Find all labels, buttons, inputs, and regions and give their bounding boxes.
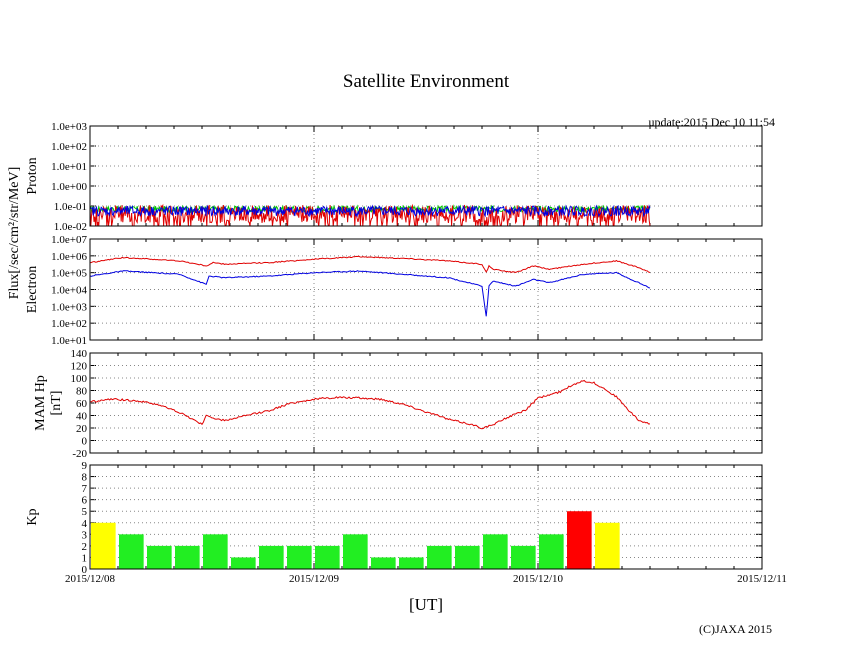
x-axis-label: [UT] [409,595,443,614]
kp-bar [147,545,172,569]
kp-frame [89,464,763,570]
chart-panels: 1.0e-02 1.0e-01 1.0e+00 1.0e+01 1.0e+02 1.0e+… [7,121,787,614]
kp-bar [175,545,200,569]
proton-ytick-label: 1.0e+01 [51,161,87,173]
kp-ytick-label: 9 [82,460,88,472]
mam-ytick-label: 120 [71,361,88,373]
kp-ytick-label: 3 [82,529,88,541]
mam-ytick-label: 0 [82,436,88,448]
mam-ytick-label: 20 [76,423,88,435]
proton-ytick-label: 1.0e-01 [54,201,87,213]
kp-bar [315,545,340,569]
electron-red-line [89,255,651,274]
proton-ytick-label: 1.0e-02 [54,221,87,233]
kp-bar [231,557,256,569]
kp-bar [567,511,592,569]
kp-bar [539,534,564,569]
update-timestamp: update:2015 Dec 10 11:54 [648,115,775,129]
kp-ytick-label: 0 [82,564,88,576]
proton-ytick-label: 1.0e+03 [51,121,87,133]
kp-bar [343,534,368,569]
mam-ytick-label: 80 [76,386,88,398]
electron-ytick-label: 1.0e+06 [51,251,87,263]
kp-bar [511,545,536,569]
x-tick-label: 2015/12/10 [513,573,564,585]
x-tick-label: 2015/12/11 [737,573,787,585]
kp-bar [371,557,396,569]
kp-bar [455,545,480,569]
kp-bar [119,534,144,569]
kp-ytick-label: 5 [82,506,88,518]
electron-ytick-label: 1.0e+07 [51,234,87,246]
kp-bar [595,522,620,569]
electron-ytick-label: 1.0e+03 [51,301,87,313]
kp-ytick-label: 7 [82,483,88,495]
electron-ytick-label: 1.0e+05 [51,268,87,280]
kp-bar [287,545,312,569]
kp-ytick-label: 2 [82,541,88,553]
mam-frame [89,352,763,454]
proton-ylabel: Proton [25,157,40,194]
mam-ytick-label: 100 [71,373,88,385]
x-tick-label: 2015/12/08 [65,573,116,585]
chart-title: Satellite Environment [343,71,510,92]
kp-bar [399,557,424,569]
kp-bar [483,534,508,569]
x-tick-label: 2015/12/09 [289,573,340,585]
kp-bar [91,522,116,569]
copyright: (C)JAXA 2015 [699,622,772,636]
kp-ytick-label: 1 [82,552,88,564]
kp-ytick-label: 8 [82,472,88,484]
electron-frame [89,238,763,341]
electron-ytick-label: 1.0e+01 [51,335,87,347]
mam-ylabel-unit: [nT] [49,391,64,416]
mam-ytick-label: 60 [76,398,88,410]
kp-bar [427,545,452,569]
proton-ytick-label: 1.0e+00 [51,181,87,193]
flux-ylabel: Flux[/sec/cm²/str/MeV] [7,167,22,300]
proton-frame [89,125,763,227]
mam-ytick-label: 140 [71,348,88,360]
electron-ytick-label: 1.0e+02 [51,318,87,330]
electron-ylabel: Electron [25,266,40,313]
mam-ylabel: MAM Hp [33,375,48,431]
electron-ytick-label: 1.0e+04 [51,285,87,297]
mam-hp-line [89,379,651,430]
kp-ytick-label: 6 [82,495,88,507]
kp-ytick-label: 4 [82,518,88,530]
kp-ylabel: Kp [25,508,40,525]
kp-bar [203,534,228,569]
proton-ytick-label: 1.0e+02 [51,141,87,153]
mam-ytick-label: -20 [72,448,87,460]
proton-blue-line [89,204,651,218]
mam-ytick-label: 40 [76,411,88,423]
electron-blue-line [89,270,651,317]
kp-bar [259,545,284,569]
